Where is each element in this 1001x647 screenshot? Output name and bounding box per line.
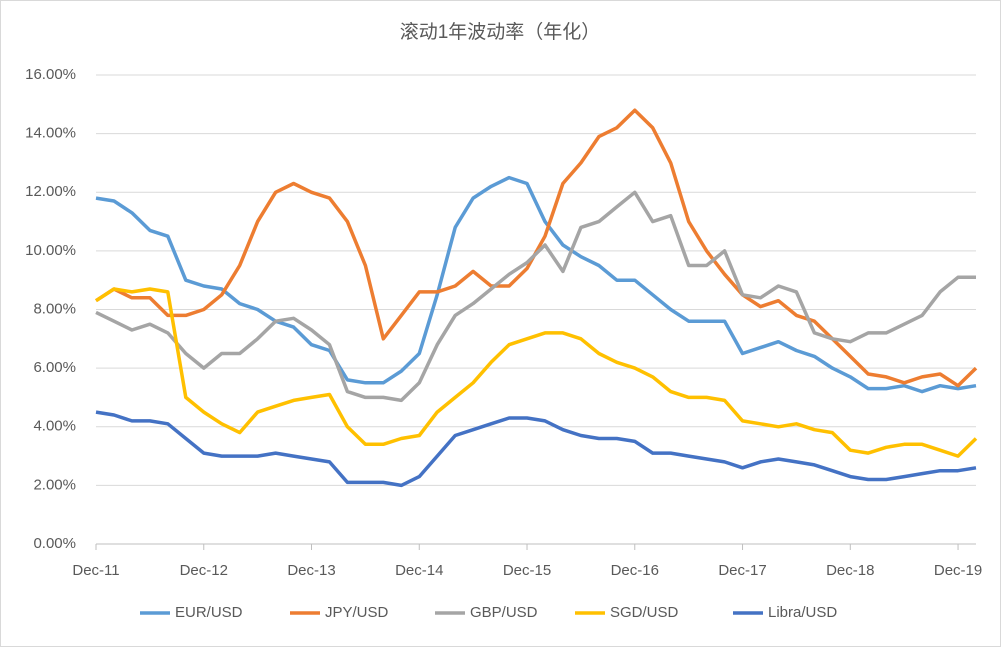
y-tick-label: 8.00%	[33, 300, 76, 317]
x-tick-label: Dec-16	[611, 562, 659, 579]
series-line	[95, 287, 978, 458]
x-tick-label: Dec-17	[718, 562, 766, 579]
y-tick-label: 2.00%	[33, 476, 76, 493]
y-tick-label: 14.00%	[25, 125, 76, 142]
legend-label: JPY/USD	[325, 604, 389, 621]
x-tick-label: Dec-14	[395, 562, 443, 579]
legend-label: GBP/USD	[470, 604, 538, 621]
y-tick-label: 4.00%	[33, 418, 76, 435]
y-tick-label: 12.00%	[25, 183, 76, 200]
y-tick-label: 16.00%	[25, 66, 76, 83]
series-line	[95, 190, 976, 403]
x-tick-label: Dec-15	[503, 562, 551, 579]
series-line	[95, 175, 977, 394]
x-tick-label: Dec-18	[826, 562, 874, 579]
y-tick-label: 6.00%	[33, 359, 76, 376]
y-tick-label: 0.00%	[33, 535, 76, 552]
x-tick-label: Dec-11	[72, 562, 119, 579]
chart-title: 滚动1年波动率（年化）	[400, 21, 601, 43]
x-tick-label: Dec-13	[287, 562, 335, 579]
legend-label: EUR/USD	[175, 604, 243, 621]
legend-label: SGD/USD	[610, 604, 679, 621]
series-line	[95, 410, 977, 488]
x-tick-label: Dec-19	[934, 562, 982, 579]
x-tick-label: Dec-12	[180, 562, 228, 579]
y-tick-label: 10.00%	[25, 242, 76, 259]
legend-label: Libra/USD	[768, 604, 837, 621]
